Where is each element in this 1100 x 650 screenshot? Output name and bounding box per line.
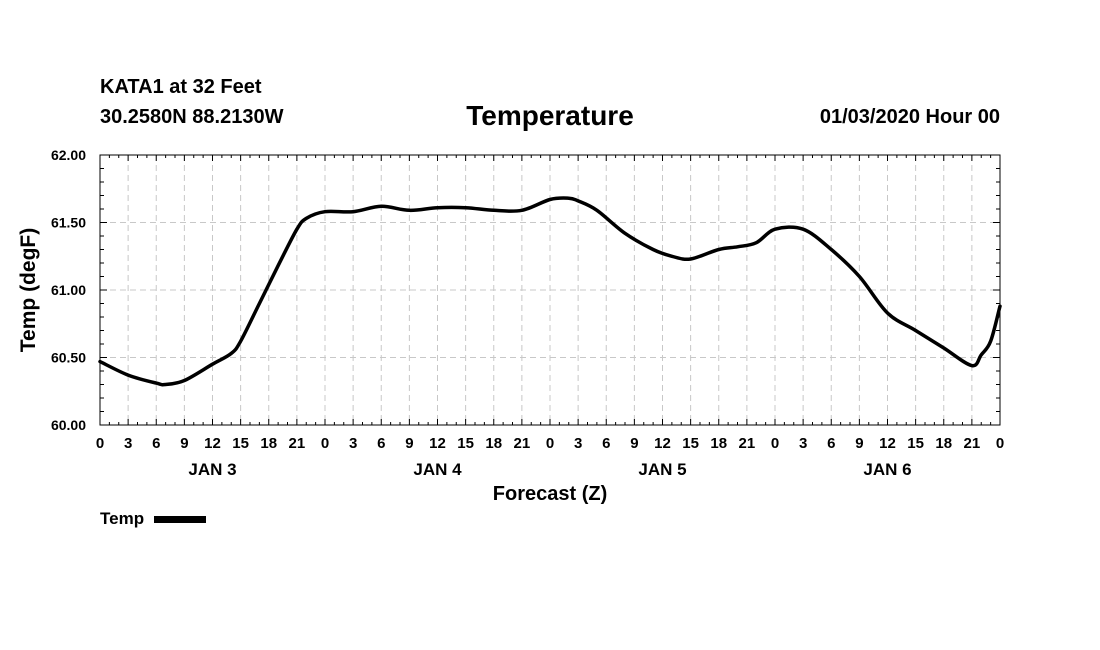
x-tick-label: 15 <box>907 435 924 452</box>
x-tick-label: 12 <box>429 435 446 452</box>
x-tick-label: 21 <box>964 435 981 452</box>
x-tick-label: 3 <box>574 435 582 452</box>
x-tick-label: 15 <box>232 435 249 452</box>
station-label: KATA1 at 32 Feet <box>100 76 262 98</box>
x-tick-label: 18 <box>260 435 277 452</box>
tick-labels: 0 3 6 9 12 15 18 21 0 3 6 9 12 15 18 21 0 3 6 9 12 15 18 21 0 3 6 9… <box>51 147 1004 479</box>
x-tick-label: 6 <box>827 435 835 452</box>
x-tick-label: 12 <box>204 435 221 452</box>
x-tick-label: 18 <box>710 435 727 452</box>
y-tick-label: 60.50 <box>51 350 86 366</box>
x-tick-label: 0 <box>771 435 779 452</box>
y-tick-label: 62.00 <box>51 147 86 163</box>
y-axis-label: Temp (degF) <box>17 228 40 352</box>
x-tick-label: 9 <box>405 435 413 452</box>
x-day-label: JAN 5 <box>638 460 686 479</box>
x-tick-label: 6 <box>602 435 610 452</box>
coordinates-label: 30.2580N 88.2130W <box>100 106 284 128</box>
y-tick-label: 60.00 <box>51 417 86 433</box>
grid-lines <box>100 155 1000 425</box>
x-tick-label: 6 <box>152 435 160 452</box>
y-tick-label: 61.50 <box>51 215 86 231</box>
x-tick-label: 9 <box>855 435 863 452</box>
x-tick-label: 12 <box>654 435 671 452</box>
x-tick-label: 0 <box>96 435 104 452</box>
x-tick-label: 0 <box>996 435 1004 452</box>
x-day-label: JAN 4 <box>413 460 462 479</box>
x-tick-label: 9 <box>630 435 638 452</box>
x-tick-label: 9 <box>180 435 188 452</box>
legend-label: Temp <box>100 509 145 528</box>
x-tick-label: 15 <box>457 435 474 452</box>
legend-line-swatch <box>154 515 207 523</box>
x-tick-label: 0 <box>321 435 329 452</box>
x-tick-label: 18 <box>485 435 502 452</box>
x-tick-label: 3 <box>124 435 132 452</box>
x-tick-label: 21 <box>289 435 306 452</box>
x-day-label: JAN 3 <box>188 460 236 479</box>
x-tick-label: 6 <box>377 435 385 452</box>
chart-title: Temperature <box>466 100 634 131</box>
x-tick-label: 21 <box>739 435 756 452</box>
x-tick-label: 3 <box>349 435 357 452</box>
forecast-datetime: 01/03/2020 Hour 00 <box>819 106 1000 128</box>
y-tick-label: 61.00 <box>51 282 86 298</box>
plot-frame <box>99 154 1001 426</box>
x-tick-label: 21 <box>514 435 531 452</box>
x-tick-label: 18 <box>935 435 952 452</box>
x-tick-label: 15 <box>682 435 699 452</box>
x-tick-label: 3 <box>799 435 807 452</box>
legend: Temp <box>100 509 207 529</box>
x-day-label: JAN 6 <box>863 460 911 479</box>
series-layer <box>98 196 1002 387</box>
x-tick-label: 0 <box>546 435 554 452</box>
x-axis-label: Forecast (Z) <box>493 483 607 505</box>
x-tick-label: 12 <box>879 435 896 452</box>
temp-series-line <box>98 196 1002 387</box>
